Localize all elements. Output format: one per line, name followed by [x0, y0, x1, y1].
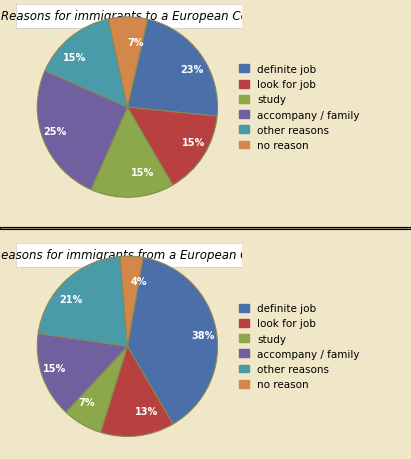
Text: 7%: 7% — [78, 397, 95, 408]
Text: 15%: 15% — [43, 363, 66, 373]
Wedge shape — [127, 258, 217, 424]
Text: 21%: 21% — [60, 294, 83, 304]
Text: 15%: 15% — [131, 168, 154, 178]
Wedge shape — [37, 334, 127, 412]
Wedge shape — [101, 347, 173, 437]
Wedge shape — [38, 257, 127, 347]
Text: 25%: 25% — [44, 126, 67, 136]
Text: 38%: 38% — [191, 330, 215, 340]
Text: Reasons for immigrants to a European Country in 2009: Reasons for immigrants to a European Cou… — [1, 10, 328, 23]
Text: 13%: 13% — [135, 406, 158, 416]
Wedge shape — [91, 108, 173, 198]
Wedge shape — [127, 108, 217, 185]
Legend: definite job, look for job, study, accompany / family, other reasons, no reason: definite job, look for job, study, accom… — [240, 303, 360, 390]
Text: Reasons for immigrants from a European Country in 2009: Reasons for immigrants from a European C… — [0, 249, 336, 262]
Wedge shape — [66, 347, 127, 432]
Wedge shape — [45, 20, 127, 108]
Text: 15%: 15% — [63, 53, 86, 63]
Wedge shape — [37, 72, 127, 190]
Text: 4%: 4% — [130, 277, 147, 287]
Text: 15%: 15% — [182, 138, 205, 148]
Legend: definite job, look for job, study, accompany / family, other reasons, no reason: definite job, look for job, study, accom… — [240, 65, 360, 151]
Wedge shape — [127, 20, 217, 117]
Wedge shape — [120, 257, 143, 347]
Text: 23%: 23% — [180, 65, 203, 75]
Text: 7%: 7% — [128, 38, 144, 48]
Wedge shape — [109, 18, 148, 108]
